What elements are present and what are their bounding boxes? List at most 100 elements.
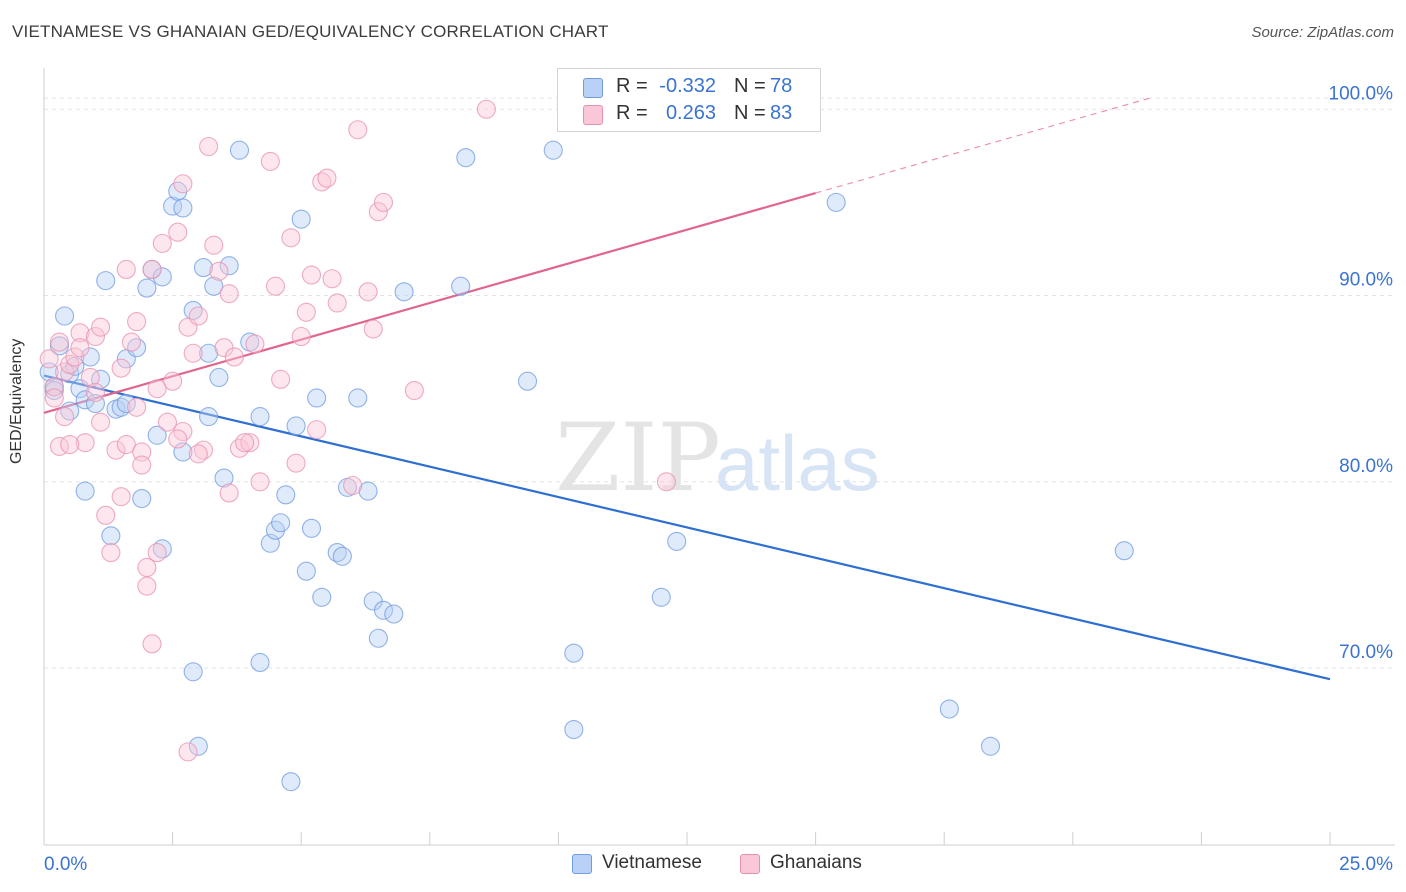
data-point-ghanaians xyxy=(91,412,111,432)
axes xyxy=(43,68,1395,846)
data-point-vietnamese xyxy=(667,531,687,551)
data-point-ghanaians xyxy=(127,312,147,332)
y-axis-label: GED/Equivalency xyxy=(8,338,25,464)
legend-r-label: R = xyxy=(616,102,648,124)
data-point-ghanaians xyxy=(137,576,157,596)
trend-line-vietnamese xyxy=(43,374,1331,681)
data-point-ghanaians xyxy=(219,284,239,304)
data-point-ghanaians xyxy=(39,349,59,369)
data-point-ghanaians xyxy=(373,192,394,212)
data-point-vietnamese xyxy=(564,643,584,663)
data-point-vietnamese xyxy=(39,362,59,382)
data-point-vietnamese xyxy=(368,628,388,648)
series-legend: Vietnamese Ghanaians xyxy=(572,852,892,876)
data-point-ghanaians xyxy=(265,276,286,296)
chart-title: VIETNAMESE VS GHANAIAN GED/EQUIVALENCY C… xyxy=(12,22,609,41)
data-point-vietnamese xyxy=(60,401,80,421)
data-point-ghanaians xyxy=(209,261,229,281)
data-point-ghanaians xyxy=(317,168,337,188)
data-point-ghanaians xyxy=(137,557,157,578)
data-point-ghanaians xyxy=(44,388,64,408)
data-point-ghanaians xyxy=(327,293,347,313)
data-point-ghanaians xyxy=(193,440,214,460)
data-point-ghanaians xyxy=(343,475,363,496)
data-point-vietnamese xyxy=(132,488,152,509)
data-point-vietnamese xyxy=(250,652,270,673)
trend-line-ghanaians xyxy=(43,192,816,414)
data-point-ghanaians xyxy=(271,369,291,389)
data-point-ghanaians xyxy=(178,742,198,762)
data-point-vietnamese xyxy=(101,526,121,546)
data-point-ghanaians xyxy=(368,202,388,222)
legend-row-ghanaians: R = 0.263 N = 83 xyxy=(558,100,820,128)
x-tick-label: 25.0% xyxy=(1339,854,1393,875)
data-point-vietnamese xyxy=(214,468,234,488)
data-point-vietnamese xyxy=(152,267,172,287)
data-point-vietnamese xyxy=(127,338,147,358)
data-point-vietnamese xyxy=(173,198,193,218)
data-point-vietnamese xyxy=(384,604,404,624)
data-point-ghanaians xyxy=(291,326,311,347)
data-point-vietnamese xyxy=(116,394,136,414)
data-point-vietnamese xyxy=(543,140,563,160)
data-point-ghanaians xyxy=(404,380,424,401)
data-point-ghanaians xyxy=(250,472,270,492)
data-point-ghanaians xyxy=(168,222,188,242)
data-point-ghanaians xyxy=(91,317,111,337)
data-point-vietnamese xyxy=(250,407,270,427)
watermark: ZIP atlas xyxy=(555,404,880,513)
series-label-vietnamese: Vietnamese xyxy=(602,852,702,873)
legend-swatch-ghanaians xyxy=(583,105,603,125)
y-tick-label: 100.0% xyxy=(1329,83,1394,104)
data-point-ghanaians xyxy=(281,228,301,248)
data-point-ghanaians xyxy=(111,487,131,507)
series-legend-vietnamese[interactable]: Vietnamese xyxy=(572,852,722,876)
data-point-vietnamese xyxy=(307,388,327,408)
data-point-ghanaians xyxy=(80,367,100,388)
grid-lines xyxy=(44,97,1395,669)
data-point-ghanaians xyxy=(183,343,203,363)
data-point-vietnamese xyxy=(276,485,296,505)
data-points xyxy=(39,99,1134,792)
legend-swatch-vietnamese xyxy=(583,78,603,98)
data-point-vietnamese xyxy=(137,278,157,298)
watermark-zip: ZIP xyxy=(555,404,721,513)
data-point-ghanaians xyxy=(116,259,136,279)
data-point-vietnamese xyxy=(281,772,301,792)
data-point-vietnamese xyxy=(980,736,1001,756)
data-point-vietnamese xyxy=(183,662,203,682)
data-point-vietnamese xyxy=(517,371,538,391)
data-point-vietnamese xyxy=(96,271,116,291)
data-point-ghanaians xyxy=(142,634,162,654)
legend-n-value: 83 xyxy=(770,102,793,124)
data-point-ghanaians xyxy=(224,347,244,367)
data-point-vietnamese xyxy=(209,367,229,388)
trend-line-extension-ghanaians xyxy=(815,97,1151,194)
data-point-vietnamese xyxy=(291,209,311,229)
data-point-vietnamese xyxy=(271,513,291,533)
data-point-vietnamese xyxy=(296,561,316,581)
data-point-ghanaians xyxy=(168,429,188,449)
data-point-ghanaians xyxy=(163,371,183,391)
data-point-ghanaians xyxy=(240,433,260,453)
data-point-vietnamese xyxy=(348,388,368,408)
data-point-ghanaians xyxy=(358,282,378,302)
data-point-ghanaians xyxy=(85,382,105,402)
data-point-vietnamese xyxy=(219,256,239,276)
data-point-vietnamese xyxy=(312,587,332,607)
data-point-ghanaians xyxy=(157,412,178,432)
data-point-ghanaians xyxy=(219,483,239,503)
data-point-ghanaians xyxy=(111,358,131,378)
data-point-vietnamese xyxy=(394,282,414,302)
legend-n-label: N = xyxy=(734,75,766,97)
data-point-vietnamese xyxy=(826,192,846,212)
series-legend-ghanaians[interactable]: Ghanaians xyxy=(740,852,890,876)
data-point-vietnamese xyxy=(373,600,394,620)
data-point-ghanaians xyxy=(235,433,255,453)
trend-lines xyxy=(43,97,1331,681)
data-point-ghanaians xyxy=(116,434,136,455)
data-point-vietnamese xyxy=(1114,541,1134,561)
data-point-vietnamese xyxy=(229,140,250,160)
x-tick-label: 0.0% xyxy=(44,854,87,875)
data-point-vietnamese xyxy=(286,416,306,436)
